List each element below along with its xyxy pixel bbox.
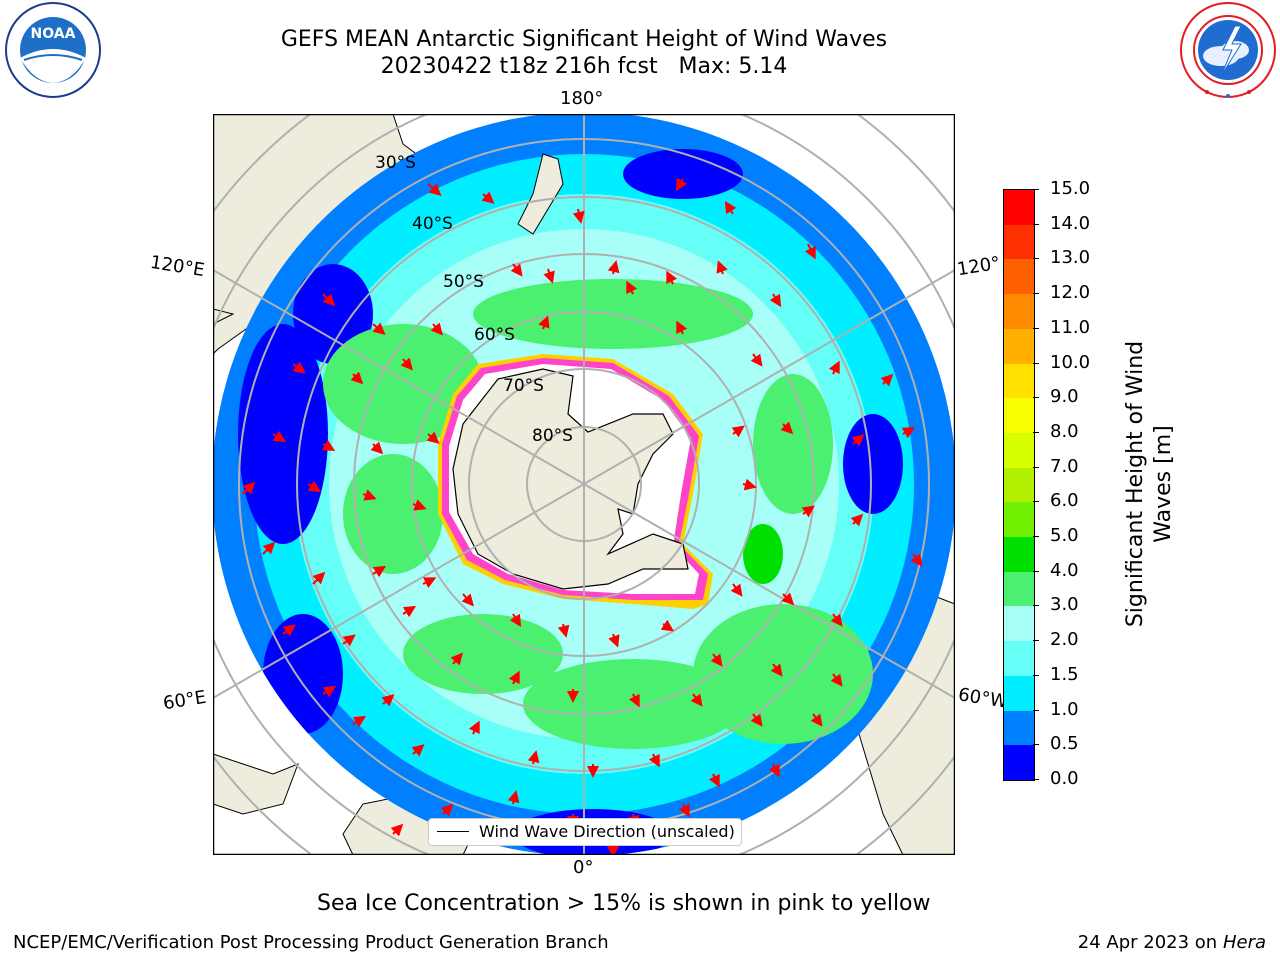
colorbar-swatch (1004, 328, 1034, 364)
colorbar-swatch (1004, 398, 1034, 433)
colorbar-swatch (1004, 294, 1034, 329)
colorbar-tick-label: 3.0 (1050, 594, 1079, 616)
colorbar-tick-label: 9.0 (1050, 386, 1079, 408)
lat-label-60s: 60°S (474, 325, 515, 345)
colorbar-tick-mark (1033, 223, 1039, 225)
footer-credit: NCEP/EMC/Verification Post Processing Pr… (13, 932, 609, 953)
lat-label-70s: 70°S (503, 376, 544, 396)
colorbar-tick-mark (1033, 674, 1039, 676)
colorbar-tick-label: 12.0 (1050, 282, 1091, 304)
noaa-logo-text: NOAA (31, 26, 76, 42)
footer-date: 24 Apr 2023 on Hera (1078, 932, 1266, 953)
map-title: GEFS MEAN Antarctic Significant Height o… (280, 27, 888, 52)
colorbar-tick-mark (1033, 605, 1039, 607)
colorbar-swatch (1004, 641, 1034, 676)
sea-ice-caption: Sea Ice Concentration > 15% is shown in … (317, 891, 931, 916)
colorbar-label: Significant Height of Wind Waves [m] (1122, 314, 1178, 654)
colorbar-tick-label: 10.0 (1050, 351, 1091, 373)
colorbar-swatch (1004, 606, 1034, 642)
colorbar-swatch (1004, 363, 1034, 399)
legend-line-icon (437, 831, 469, 832)
colorbar-tick-label: 15.0 (1050, 178, 1091, 199)
new-zealand-landmass (517, 153, 564, 235)
polar-map: 30°S 40°S 50°S 60°S 70°S 80°S (213, 114, 955, 855)
lon-label-120e: 120°E (148, 251, 207, 282)
colorbar-tick-mark (1033, 466, 1039, 468)
colorbar-swatch (1004, 710, 1034, 746)
colorbar-swatch (1004, 190, 1034, 225)
lon-label-0: 0° (573, 857, 594, 878)
colorbar-swatch (1004, 224, 1034, 260)
lon-label-60w: 60°W (956, 684, 1010, 713)
legend-label: Wind Wave Direction (unscaled) (479, 822, 735, 841)
colorbar-swatch (1004, 675, 1034, 711)
colorbar-tick-mark (1033, 536, 1039, 538)
map-subtitle: 20230422 t18z 216h fcst Max: 5.14 (380, 54, 788, 79)
colorbar-tick-label: 11.0 (1050, 316, 1091, 338)
colorbar-tick-label: 7.0 (1050, 455, 1079, 477)
colorbar-tick-mark (1033, 293, 1039, 295)
lat-label-40s: 40°S (412, 214, 453, 234)
lon-label-60e: 60°E (161, 686, 208, 715)
colorbar-label-wrap: Significant Height of Wind Waves [m] (980, 341, 1280, 627)
colorbar-tick-label: 1.0 (1050, 698, 1079, 720)
lon-label-180: 180° (560, 88, 604, 109)
lat-label-80s: 80°S (532, 426, 573, 446)
colorbar-tick-label: 14.0 (1050, 212, 1091, 234)
lat-label-50s: 50°S (443, 272, 484, 292)
map-frame (213, 114, 955, 855)
colorbar-swatch (1004, 467, 1034, 503)
map-legend: Wind Wave Direction (unscaled) (428, 818, 742, 846)
colorbar-swatch (1004, 259, 1034, 295)
colorbar-tick-label: 8.0 (1050, 420, 1079, 442)
colorbar-tick-mark (1033, 744, 1039, 746)
footer-machine: Hera (1222, 932, 1266, 953)
colorbar-swatch (1004, 537, 1034, 572)
colorbar-tick-mark (1033, 501, 1039, 503)
colorbar-swatch (1004, 432, 1034, 468)
lon-label-120w: 120° (955, 252, 1002, 281)
colorbar-tick-label: 0.5 (1050, 733, 1079, 755)
colorbar-label-line1: Significant Height of Wind (1123, 340, 1148, 628)
colorbar-swatch (1004, 571, 1034, 607)
colorbar-tick-mark (1033, 779, 1039, 780)
colorbar-tick-label: 0.0 (1050, 768, 1079, 789)
colorbar-tick-label: 6.0 (1050, 490, 1079, 512)
colorbar-tick-mark (1033, 709, 1039, 711)
colorbar (1003, 189, 1035, 781)
colorbar-swatch (1004, 745, 1034, 780)
colorbar-ticks: 15.0 14.0 13.0 12.0 11.0 10.0 9.0 8.0 7.0 6.0 5.0 4… (1033, 178, 1114, 791)
footer-date-text: 24 Apr 2023 on (1077, 932, 1223, 953)
noaa-logo: NOAA (5, 2, 101, 98)
colorbar-tick-mark (1033, 327, 1039, 329)
colorbar-tick-mark (1033, 640, 1039, 642)
colorbar-tick-mark (1033, 362, 1039, 364)
colorbar-tick-label: 1.5 (1050, 663, 1079, 685)
colorbar-tick-mark (1033, 397, 1039, 399)
colorbar-tick-label: 5.0 (1050, 525, 1079, 547)
colorbar-tick-mark (1033, 189, 1039, 190)
nws-logo (1180, 2, 1276, 98)
colorbar-tick-label: 4.0 (1050, 559, 1079, 581)
colorbar-tick-mark (1033, 258, 1039, 260)
colorbar-swatch (1004, 502, 1034, 538)
lat-label-30s: 30°S (375, 153, 416, 173)
colorbar-tick-label: 13.0 (1050, 247, 1091, 269)
wind-wave-arrows (242, 177, 923, 855)
colorbar-label-line2: Waves [m] (1151, 425, 1176, 543)
colorbar-tick-mark (1033, 570, 1039, 572)
colorbar-tick-mark (1033, 431, 1039, 433)
colorbar-tick-label: 2.0 (1050, 629, 1079, 651)
